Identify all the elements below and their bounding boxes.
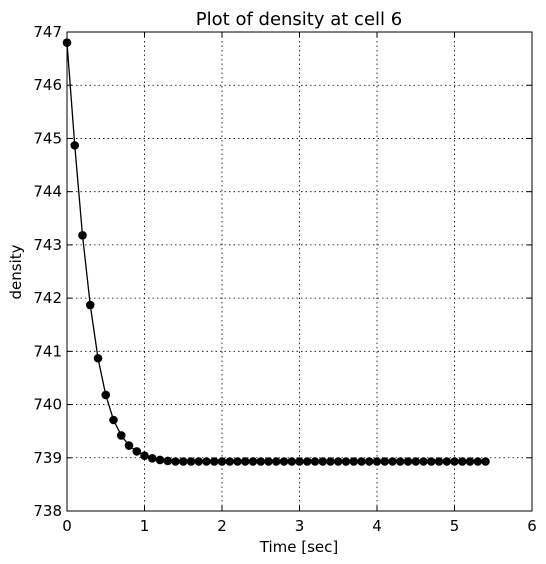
x-axis-label: Time [sec] <box>259 538 338 556</box>
data-point <box>256 457 266 466</box>
data-point <box>310 457 320 466</box>
y-tick-label: 747 <box>33 23 62 41</box>
data-point <box>419 457 428 466</box>
y-tick-label: 738 <box>33 502 62 520</box>
axis-ticks: 0 1 2 3 4 5 6 738 739 740 741 742 743 744 745 746 747 <box>33 23 536 535</box>
data-point <box>140 451 149 460</box>
y-tick-label: 739 <box>33 449 62 467</box>
data-point <box>442 457 452 466</box>
data-point <box>264 457 273 466</box>
data-point <box>388 457 397 466</box>
y-tick-label: 740 <box>33 396 62 414</box>
data-point <box>248 457 258 466</box>
data-point <box>271 457 281 466</box>
data-point <box>318 457 328 466</box>
y-tick-label: 744 <box>33 183 62 201</box>
data-point <box>279 457 289 466</box>
data-point <box>364 457 374 466</box>
data-point <box>395 457 405 466</box>
data-point <box>403 457 413 466</box>
data-point <box>124 441 134 450</box>
data-point <box>326 457 335 466</box>
data-point <box>202 457 211 466</box>
data-point <box>163 456 173 466</box>
x-tick-label: 6 <box>527 517 537 535</box>
data-point <box>481 457 490 466</box>
data-point <box>178 457 188 466</box>
data-point <box>240 457 250 466</box>
y-tick-label: 742 <box>33 289 62 307</box>
data-point <box>101 390 111 400</box>
chart-title: Plot of density at cell 6 <box>196 9 402 30</box>
x-tick-label: 4 <box>372 517 382 535</box>
y-tick-label: 745 <box>33 129 62 147</box>
data-point <box>155 455 165 465</box>
data-point <box>85 300 95 310</box>
y-axis-label: density <box>7 244 25 299</box>
data-point <box>70 141 80 150</box>
data-point <box>209 457 219 466</box>
data-point <box>116 431 126 440</box>
data-point <box>93 353 103 363</box>
series-line <box>66 42 486 463</box>
x-tick-label: 3 <box>295 517 305 535</box>
y-tick-label: 743 <box>33 236 62 254</box>
data-point <box>372 457 382 466</box>
data-point <box>457 457 467 466</box>
y-tick-label: 746 <box>33 76 62 94</box>
data-point <box>78 231 87 240</box>
data-point <box>171 457 180 466</box>
data-point <box>341 457 351 466</box>
data-point <box>194 457 204 466</box>
data-point <box>434 457 444 466</box>
data-point <box>302 457 312 466</box>
data-point <box>233 457 242 466</box>
x-tick-label: 5 <box>450 517 460 535</box>
data-point <box>357 457 366 466</box>
x-tick-label: 0 <box>62 517 72 535</box>
series-group <box>62 38 490 466</box>
y-tick-label: 741 <box>33 342 62 360</box>
data-point <box>426 457 436 466</box>
data-point <box>147 454 157 463</box>
data-point <box>333 457 343 466</box>
data-point <box>450 457 459 466</box>
grid <box>67 32 532 511</box>
data-point <box>109 415 118 425</box>
data-point <box>295 457 304 466</box>
data-point <box>132 447 142 456</box>
data-point <box>287 457 297 466</box>
data-point <box>217 457 227 466</box>
data-point <box>380 457 390 466</box>
x-tick-label: 2 <box>217 517 227 535</box>
data-point <box>349 457 359 466</box>
x-tick-label: 1 <box>140 517 150 535</box>
data-point <box>186 457 196 466</box>
data-point <box>411 457 421 466</box>
data-point <box>225 457 235 466</box>
data-point <box>465 457 475 466</box>
data-point <box>473 457 483 466</box>
